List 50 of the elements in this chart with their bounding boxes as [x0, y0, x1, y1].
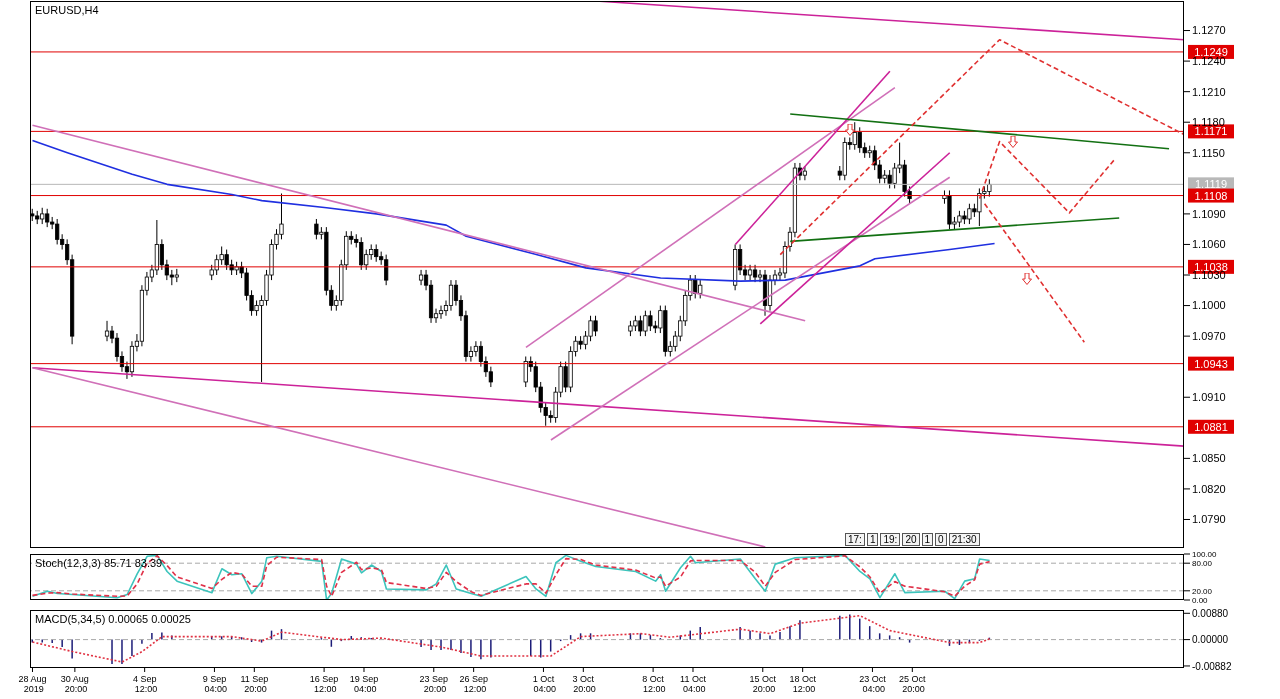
x-tick-label: 19 Sep 04:00 [349, 674, 379, 694]
y-tick-label: 1.0910 [1192, 391, 1226, 404]
annotation: 1 [866, 533, 879, 546]
x-tick-label: 9 Sep 04:00 [201, 674, 227, 694]
y-tick-label: 1.1090 [1192, 207, 1226, 220]
x-tick-label: 15 Oct 20:00 [749, 674, 777, 694]
y-tick-label: 1.0970 [1192, 330, 1226, 343]
x-tick-label: 30 Aug 20:00 [60, 674, 89, 694]
y-tick-label: 1.1270 [1192, 24, 1226, 37]
x-tick-label: 11 Sep 20:00 [240, 674, 269, 694]
x-tick-label: 16 Sep 12:00 [309, 674, 339, 694]
x-tick-label: 3 Oct 20:00 [570, 674, 596, 694]
x-tick-label: 4 Sep 12:00 [132, 674, 158, 694]
x-tick-label: 18 Oct 12:00 [789, 674, 817, 694]
ref-line-label: 1.1171 [1194, 125, 1228, 138]
annotation: 17: [845, 533, 865, 546]
x-tick-label: 25 Oct 20:00 [899, 674, 927, 694]
y-tick-label: 0.00000 [1192, 634, 1229, 646]
annotation: 20 [902, 533, 920, 546]
x-tick-label: 11 Oct 04:00 [680, 674, 707, 694]
annotation: 1 [921, 533, 934, 546]
x-tick-label: 23 Oct 04:00 [859, 674, 887, 694]
ref-line-label: 1.0881 [1194, 420, 1228, 433]
ref-line-label: 1.0943 [1194, 357, 1228, 370]
y-tick-label: 1.1150 [1192, 146, 1225, 159]
ref-line-label: 1.1249 [1194, 45, 1228, 58]
annotation: 19: [880, 533, 901, 546]
y-tick-label: 1.1000 [1192, 299, 1226, 312]
x-tick-label: 26 Sep 12:00 [459, 674, 488, 694]
y-tick-label: 80.00 [1192, 559, 1213, 569]
y-tick-label: -0.00882 [1192, 660, 1232, 672]
chart-title: EURUSD,H4 [34, 4, 100, 16]
ref-line-label: 1.1108 [1194, 189, 1228, 202]
x-tick-label: 8 Oct 12:00 [640, 674, 666, 694]
y-tick-label: 0.00 [1192, 595, 1209, 605]
y-tick-label: 100.00 [1192, 549, 1218, 559]
y-tick-label: 0.00880 [1192, 607, 1229, 619]
y-tick-label: 1.1210 [1192, 85, 1226, 98]
annotation: 21:30 [948, 533, 980, 546]
chart-title: MACD(5,34,5) 0.00065 0.00025 [34, 613, 192, 625]
y-tick-label: 1.0820 [1192, 482, 1226, 495]
annotation: 0 [935, 533, 947, 546]
x-tick-label: 28 Aug 2019 [18, 674, 47, 694]
y-tick-label: 1.0790 [1192, 513, 1226, 526]
y-tick-label: 20.00 [1192, 586, 1213, 596]
y-tick-label: 1.1060 [1192, 238, 1226, 251]
ref-line-label: 1.1119 [1194, 178, 1228, 191]
x-tick-label: 1 Oct 04:00 [530, 674, 556, 694]
y-tick-label: 1.0850 [1192, 452, 1226, 465]
x-tick-label: 23 Sep 20:00 [419, 674, 449, 694]
